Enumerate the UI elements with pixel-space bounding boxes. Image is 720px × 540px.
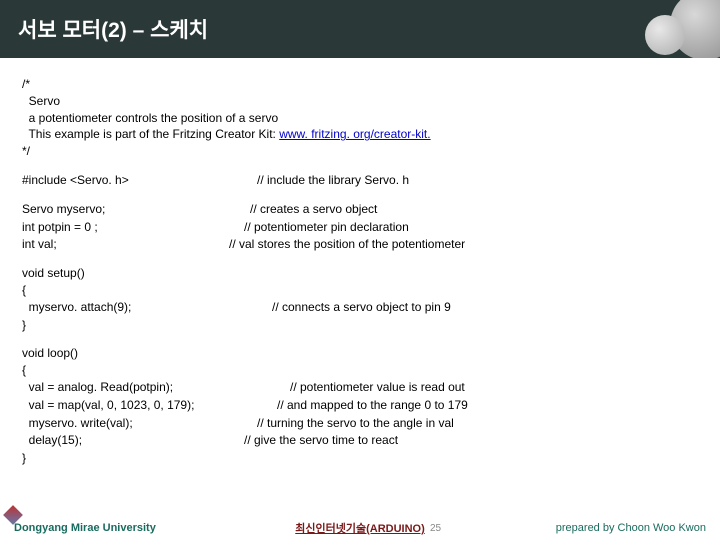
code-line: /* bbox=[22, 76, 698, 93]
code-line: void setup() bbox=[22, 265, 698, 282]
code-text: val = analog. Read(potpin); bbox=[22, 379, 290, 396]
code-comment: // potentiometer value is read out bbox=[290, 379, 465, 396]
code-text: int potpin = 0 ; bbox=[22, 219, 244, 236]
code-line: This example is part of the Fritzing Cre… bbox=[22, 126, 698, 143]
code-line: } bbox=[22, 317, 698, 334]
code-comment: // connects a servo object to pin 9 bbox=[272, 299, 451, 316]
sphere-icon bbox=[645, 15, 685, 55]
code-comment: // and mapped to the range 0 to 179 bbox=[277, 397, 468, 414]
code-comment: // potentiometer pin declaration bbox=[244, 219, 409, 236]
code-comment: // include the library Servo. h bbox=[257, 172, 409, 189]
code-text: #include <Servo. h> bbox=[22, 172, 257, 189]
code-text: myservo. write(val); bbox=[22, 415, 257, 432]
code-loop-block: void loop() { val = analog. Read(potpin)… bbox=[22, 345, 698, 467]
code-text: val = map(val, 0, 1023, 0, 179); bbox=[22, 397, 277, 414]
code-text: Servo myservo; bbox=[22, 201, 250, 218]
footer-course: 최신인터넷기술(ARDUINO) bbox=[295, 520, 425, 536]
code-text: int val; bbox=[22, 236, 229, 253]
footer-university: Dongyang Mirae University bbox=[14, 522, 156, 534]
code-line: int val; // val stores the position of t… bbox=[22, 236, 698, 253]
code-line: */ bbox=[22, 143, 698, 160]
code-comment: // creates a servo object bbox=[250, 201, 377, 218]
header-decoration bbox=[620, 0, 720, 58]
code-setup-block: void setup() { myservo. attach(9); // co… bbox=[22, 265, 698, 333]
code-line: myservo. attach(9); // connects a servo … bbox=[22, 299, 698, 316]
code-comment: // give the servo time to react bbox=[244, 432, 398, 449]
code-line: Servo myservo; // creates a servo object bbox=[22, 201, 698, 218]
code-line: { bbox=[22, 362, 698, 379]
slide-content: /* Servo a potentiometer controls the po… bbox=[0, 58, 720, 467]
slide-footer: Dongyang Mirae University 최신인터넷기술(ARDUIN… bbox=[0, 522, 720, 534]
code-text: myservo. attach(9); bbox=[22, 299, 272, 316]
slide-title: 서보 모터(2) – 스케치 bbox=[18, 14, 208, 44]
code-text: This example is part of the Fritzing Cre… bbox=[22, 127, 279, 141]
footer-page-number: 25 bbox=[430, 523, 441, 534]
slide-header: 서보 모터(2) – 스케치 bbox=[0, 0, 720, 58]
code-text: delay(15); bbox=[22, 432, 244, 449]
code-line: myservo. write(val); // turning the serv… bbox=[22, 415, 698, 432]
code-comment: // turning the servo to the angle in val bbox=[257, 415, 454, 432]
fritzing-link[interactable]: www. fritzing. org/creator-kit. bbox=[279, 127, 430, 141]
code-line: val = map(val, 0, 1023, 0, 179); // and … bbox=[22, 397, 698, 414]
code-line: delay(15); // give the servo time to rea… bbox=[22, 432, 698, 449]
code-declarations-block: Servo myservo; // creates a servo object… bbox=[22, 201, 698, 253]
code-comment: // val stores the position of the potent… bbox=[229, 236, 465, 253]
code-line: val = analog. Read(potpin); // potentiom… bbox=[22, 379, 698, 396]
code-line: int potpin = 0 ; // potentiometer pin de… bbox=[22, 219, 698, 236]
code-line: Servo bbox=[22, 93, 698, 110]
code-comment-block: /* Servo a potentiometer controls the po… bbox=[22, 76, 698, 160]
code-line: void loop() bbox=[22, 345, 698, 362]
code-line: a potentiometer controls the position of… bbox=[22, 110, 698, 127]
code-line: #include <Servo. h> // include the libra… bbox=[22, 172, 698, 189]
code-include-block: #include <Servo. h> // include the libra… bbox=[22, 172, 698, 189]
footer-author: prepared by Choon Woo Kwon bbox=[556, 522, 706, 534]
code-line: { bbox=[22, 282, 698, 299]
code-line: } bbox=[22, 450, 698, 467]
